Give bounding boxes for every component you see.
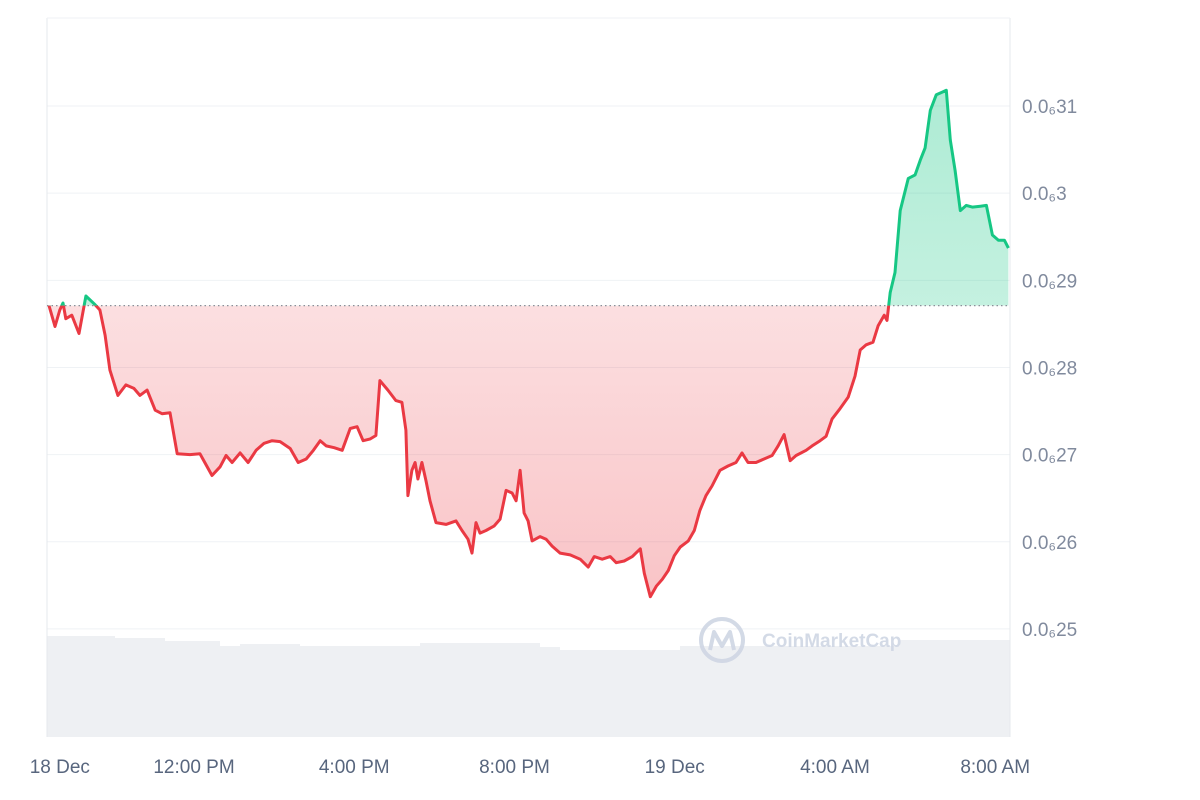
watermark-text: CoinMarketCap [762, 631, 901, 652]
plot [47, 88, 1010, 599]
y-tick-label: 0.0₆27 [1022, 446, 1077, 467]
x-tick-label: 8:00 AM [960, 757, 1030, 778]
x-tick-label: 4:00 PM [319, 757, 390, 778]
y-tick-label: 0.0₆3 [1022, 184, 1067, 205]
x-tick-label: 18 Dec [30, 757, 90, 778]
x-tick-label: 12:00 PM [153, 757, 234, 778]
y-tick-label: 0.0₆29 [1022, 271, 1077, 292]
y-tick-label: 0.0₆26 [1022, 533, 1077, 554]
x-tick-label: 4:00 AM [800, 757, 870, 778]
y-tick-label: 0.0₆28 [1022, 358, 1077, 379]
y-tick-label: 0.0₆31 [1022, 97, 1077, 118]
y-tick-label: 0.0₆25 [1022, 620, 1077, 641]
area-up [49, 90, 1009, 306]
watermark: CoinMarketCap [699, 617, 901, 663]
x-tick-label: 19 Dec [645, 757, 705, 778]
volume-area [47, 636, 1010, 737]
price-line-down [47, 305, 891, 599]
x-tick-label: 8:00 PM [479, 757, 550, 778]
area-down [49, 305, 889, 597]
